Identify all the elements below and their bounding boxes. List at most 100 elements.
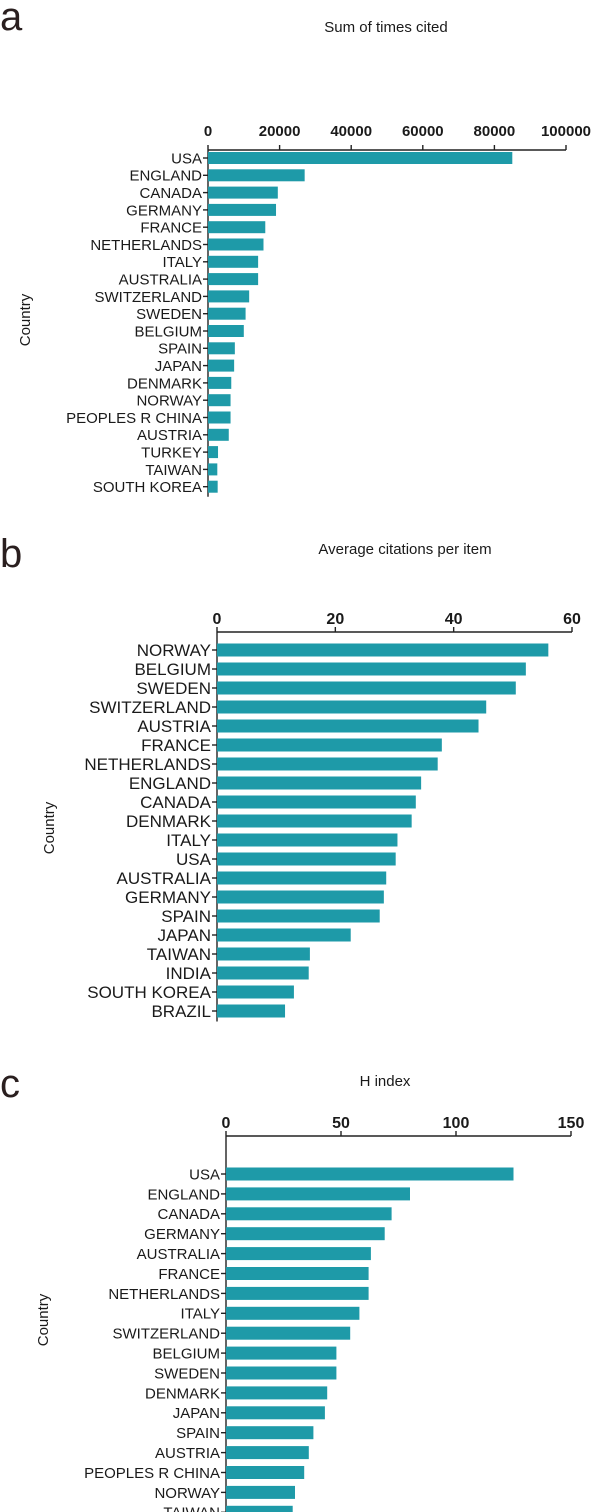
bar-peoples-r-china <box>226 1466 305 1479</box>
bar-canada <box>208 186 278 199</box>
bar-england <box>208 169 305 182</box>
bar-sweden <box>217 681 516 695</box>
chart-panel-c: c H index Country 0 50 100 150 USA ENGLAND CANADA… <box>0 1062 584 1512</box>
bar-usa <box>226 1167 514 1181</box>
y-axis-label: Country <box>17 293 34 346</box>
category-label: BELGIUM <box>134 660 211 679</box>
bar-germany <box>217 890 384 904</box>
bar-australia <box>208 273 259 286</box>
chart-title: Average citations per item <box>318 541 491 558</box>
bar-taiwan <box>217 947 310 961</box>
category-label: JAPAN <box>157 926 211 945</box>
category-label: DENMARK <box>127 375 202 392</box>
bar-sweden <box>226 1366 337 1380</box>
bar-spain <box>217 909 380 923</box>
bar-south-korea <box>208 480 218 493</box>
x-tick-label: 40000 <box>330 123 372 140</box>
bar-italy <box>208 255 259 268</box>
x-tick-label: 100000 <box>541 123 591 140</box>
category-label: AUSTRIA <box>137 717 211 736</box>
category-label: ENGLAND <box>129 774 211 793</box>
bar-netherlands <box>217 757 438 771</box>
category-label: GERMANY <box>126 202 202 219</box>
category-label: BELGIUM <box>134 323 202 340</box>
chart-title: H index <box>360 1073 411 1090</box>
bar-spain <box>208 342 235 355</box>
x-tick-label: 60 <box>563 611 581 628</box>
category-label: USA <box>189 1166 220 1183</box>
bar-norway <box>226 1485 295 1499</box>
bar-norway <box>208 394 231 407</box>
category-label: BELGIUM <box>152 1346 220 1363</box>
bar-japan <box>226 1406 325 1420</box>
category-label: GERMANY <box>125 888 211 907</box>
bar-belgium <box>208 325 244 337</box>
y-axis-label: Country <box>41 801 58 854</box>
x-tick-label: 100 <box>443 1115 470 1132</box>
bar-france <box>208 221 266 234</box>
bar-australia <box>217 871 387 885</box>
chart-panel-a: a Sum of times cited Country 0 20000 40000 600… <box>0 0 591 497</box>
category-label: PEOPLES R CHINA <box>66 410 202 427</box>
bar-switzerland <box>208 290 250 303</box>
bar-norway <box>217 643 549 657</box>
category-label: TAIWAN <box>147 945 211 964</box>
x-tick-label: 60000 <box>402 123 444 140</box>
bar-france <box>226 1267 369 1280</box>
category-label: FRANCE <box>141 736 211 755</box>
category-label: BRAZIL <box>151 1002 211 1021</box>
bar-england <box>217 776 422 790</box>
bar-switzerland <box>217 700 487 714</box>
bar-england <box>226 1187 410 1201</box>
chart-title: Sum of times cited <box>324 19 447 36</box>
bar-south-korea <box>217 985 294 999</box>
category-label: ENGLAND <box>129 168 202 185</box>
bar-austria <box>217 719 479 733</box>
category-label: ENGLAND <box>147 1186 220 1203</box>
category-label: AUSTRALIA <box>117 869 212 888</box>
category-label: JAPAN <box>173 1405 220 1422</box>
category-label: INDIA <box>166 964 212 983</box>
category-label: CANADA <box>140 793 212 812</box>
bar-germany <box>208 203 277 216</box>
category-label: JAPAN <box>155 358 202 375</box>
category-label: GERMANY <box>144 1226 220 1243</box>
category-label: NORWAY <box>137 641 211 660</box>
bar-austria <box>226 1446 309 1460</box>
x-tick-label: 20 <box>326 611 344 628</box>
category-label: SWITZERLAND <box>112 1326 220 1343</box>
x-tick-label: 20000 <box>259 123 301 140</box>
bar-belgium <box>226 1346 337 1360</box>
bar-india <box>217 966 309 980</box>
bar-spain <box>226 1426 314 1440</box>
category-label: USA <box>171 150 202 167</box>
category-label: NORWAY <box>136 393 202 410</box>
bar-denmark <box>226 1386 328 1400</box>
category-label: NETHERLANDS <box>90 237 202 254</box>
bar-australia <box>226 1247 371 1261</box>
bar-usa <box>208 152 513 164</box>
category-label: TAIWAN <box>163 1505 220 1512</box>
category-label: TURKEY <box>141 445 202 462</box>
bar-italy <box>226 1306 360 1320</box>
panel-letter: c <box>0 1062 20 1106</box>
category-label: CANADA <box>139 185 202 202</box>
category-label: SPAIN <box>176 1425 220 1442</box>
bar-sweden <box>208 307 246 320</box>
chart-panel-b: b Average citations per item Country 0 20 40 6… <box>0 532 581 1022</box>
panel-letter: b <box>0 532 22 576</box>
bar-canada <box>226 1207 392 1221</box>
category-label: NETHERLANDS <box>108 1286 220 1303</box>
category-label: CANADA <box>157 1206 220 1223</box>
category-label: FRANCE <box>158 1266 220 1283</box>
category-label: SWEDEN <box>136 306 202 323</box>
bar-belgium <box>217 662 526 676</box>
category-label: ITALY <box>163 254 202 271</box>
x-tick-label: 50 <box>332 1115 350 1132</box>
x-tick-label: 0 <box>222 1115 231 1132</box>
y-axis-label: Country <box>35 1293 52 1346</box>
x-tick-label: 150 <box>558 1115 585 1132</box>
bar-peoples-r-china <box>208 411 231 424</box>
category-label: SOUTH KOREA <box>93 479 202 496</box>
